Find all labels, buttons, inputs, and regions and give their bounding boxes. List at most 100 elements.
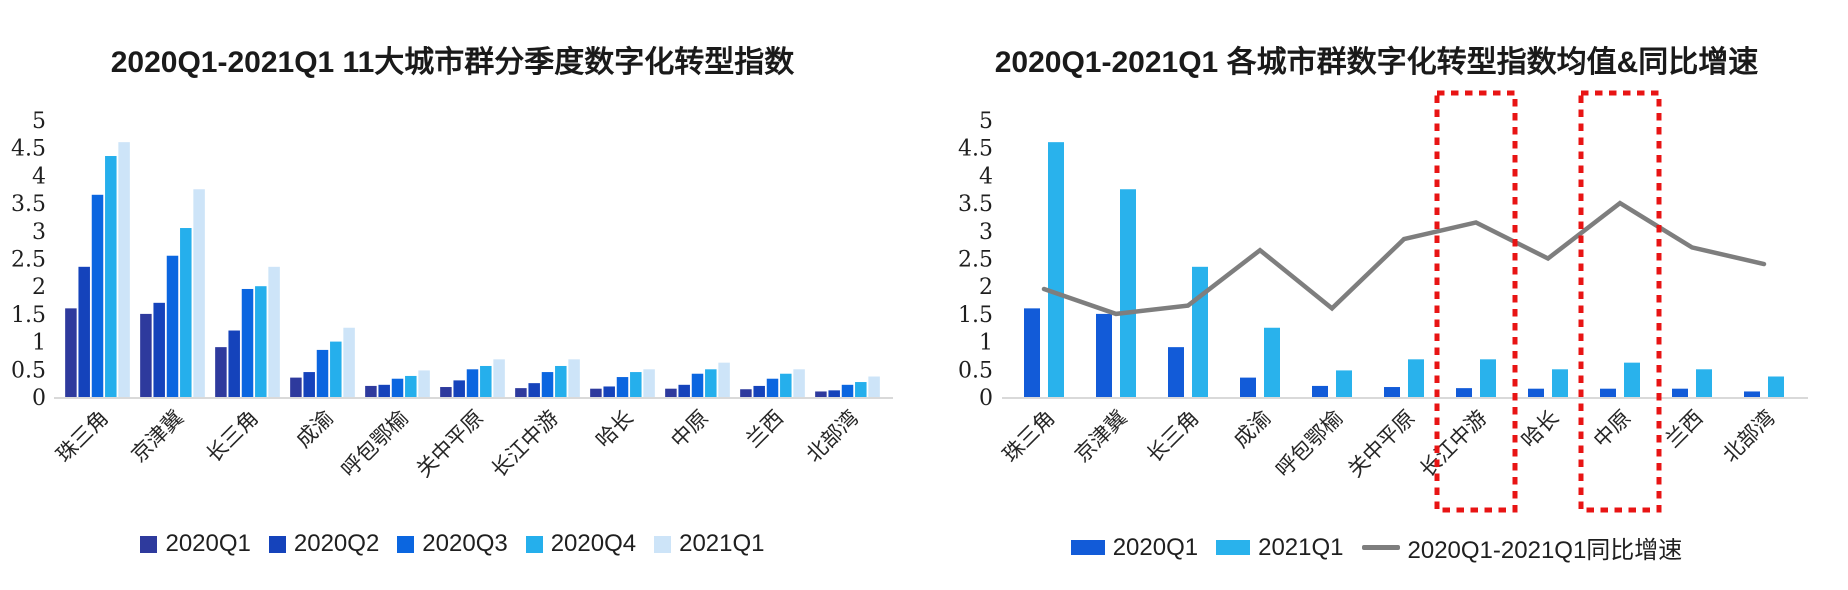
bar-2020Q3-京津冀 <box>166 255 179 397</box>
category-label: 长三角 <box>202 406 263 467</box>
bar-2021Q1-哈长 <box>643 369 655 397</box>
y-axis-tick-label: 0.5 <box>11 358 46 383</box>
category-label: 哈长 <box>1518 406 1564 452</box>
legend-line-swatch <box>1361 545 1400 550</box>
legend-color-swatch <box>397 535 415 553</box>
bar-2020Q2-长三角 <box>228 330 240 397</box>
bar-2020Q2-京津冀 <box>153 302 165 397</box>
bar-2020Q2-长江中游 <box>528 383 540 397</box>
bar-2021Q1-长三角 <box>268 266 280 397</box>
bar-2020Q4-呼包鄂榆 <box>405 375 417 397</box>
category-label: 关中平原 <box>1344 406 1420 482</box>
bar-2020Q1-长三角 <box>215 347 227 397</box>
y-axis-tick-label: 5 <box>32 109 46 134</box>
category-label: 呼包鄂榆 <box>337 406 413 482</box>
bar-2020Q1-哈长 <box>590 388 602 397</box>
bar-2021Q1-关中平原 <box>493 359 505 397</box>
category-label: 长江中游 <box>487 406 563 482</box>
legend-label: 2020Q1 <box>1112 533 1199 561</box>
bar-2021Q1-长江中游 <box>1480 359 1496 397</box>
bar-2021Q1-珠三角 <box>118 142 130 397</box>
bar-2020Q2-兰西 <box>753 385 765 397</box>
category-label: 长江中游 <box>1416 406 1492 482</box>
category-label: 兰西 <box>1662 406 1708 452</box>
bar-2020Q2-呼包鄂榆 <box>378 384 390 397</box>
bar-2020Q1-成渝 <box>290 377 302 397</box>
y-axis-tick-label: 2.5 <box>11 248 46 273</box>
legend-item: 2020Q1-2021Q1同比增速 <box>1361 530 1683 565</box>
legend-color-swatch <box>140 535 158 553</box>
bar-2020Q4-长三角 <box>255 286 267 397</box>
y-axis-tick-label: 1.5 <box>11 303 46 328</box>
legend-label: 2020Q2 <box>293 530 380 557</box>
category-label: 长三角 <box>1143 406 1204 467</box>
bar-2020Q4-京津冀 <box>180 228 192 397</box>
bar-2021Q1-兰西 <box>793 369 805 397</box>
bar-2020Q3-呼包鄂榆 <box>391 378 404 397</box>
bar-2020Q3-长江中游 <box>541 372 554 397</box>
bar-2021Q1-中原 <box>718 362 730 397</box>
bar-2021Q1-长江中游 <box>568 359 580 397</box>
category-label: 北部湾 <box>802 406 863 467</box>
bar-2020Q1-成渝 <box>1240 377 1256 397</box>
bar-2020Q3-北部湾 <box>841 384 854 397</box>
legend-color-swatch <box>525 535 543 553</box>
bar-2020Q1-兰西 <box>740 389 752 397</box>
category-label: 京津冀 <box>127 406 188 467</box>
category-label: 成渝 <box>292 406 338 452</box>
category-label: 成渝 <box>1230 406 1276 452</box>
y-axis-tick-label: 5 <box>979 109 993 134</box>
bar-2020Q1-中原 <box>665 388 677 397</box>
bar-2020Q1-北部湾 <box>815 391 827 397</box>
bar-2021Q1-中原 <box>1624 362 1640 397</box>
legend-label: 2021Q1 <box>679 530 765 557</box>
bar-2020Q1-京津冀 <box>140 313 152 397</box>
bar-2020Q1-呼包鄂榆 <box>365 385 377 397</box>
bar-2020Q3-兰西 <box>766 378 779 397</box>
y-axis-tick-label: 3 <box>979 220 993 245</box>
bar-2021Q1-京津冀 <box>193 189 205 397</box>
category-label: 中原 <box>667 406 713 452</box>
bar-2020Q4-中原 <box>705 369 717 397</box>
bar-2021Q1-长三角 <box>1192 266 1208 397</box>
bar-2020Q2-中原 <box>678 384 690 397</box>
bar-2021Q1-呼包鄂榆 <box>418 370 430 397</box>
left-chart-legend: 2020Q1 2020Q2 2020Q3 2020Q4 2021Q1 <box>0 530 905 558</box>
bar-2020Q1-兰西 <box>1672 388 1688 397</box>
right-chart-title: 2020Q1-2021Q1 各城市群数字化转型指数均值&同比增速 <box>994 45 1759 79</box>
category-label: 京津冀 <box>1071 406 1132 467</box>
bar-2020Q1-呼包鄂榆 <box>1312 385 1328 397</box>
bar-2020Q1-珠三角 <box>65 308 77 397</box>
legend-label: 2020Q4 <box>550 530 637 557</box>
category-label: 哈长 <box>592 406 638 452</box>
y-axis-tick-label: 0 <box>32 386 46 411</box>
bar-2020Q4-兰西 <box>780 373 792 397</box>
legend-label: 2021Q1 <box>1258 533 1344 561</box>
legend-item: 2021Q1 <box>1216 533 1344 562</box>
legend-item: 2020Q1 <box>140 530 251 558</box>
left-chart-title: 2020Q1-2021Q1 11大城市群分季度数字化转型指数 <box>110 45 795 79</box>
bar-2020Q4-哈长 <box>630 372 642 397</box>
y-axis-tick-label: 3.5 <box>11 192 46 217</box>
y-axis-tick-label: 4.5 <box>11 137 46 162</box>
bar-2021Q1-关中平原 <box>1408 359 1424 397</box>
y-axis-tick-label: 2 <box>979 275 993 300</box>
bar-2021Q1-北部湾 <box>868 376 880 397</box>
category-label: 珠三角 <box>52 406 113 467</box>
bar-2020Q2-北部湾 <box>828 390 840 397</box>
bar-2020Q1-关中平原 <box>1384 387 1400 397</box>
y-axis-tick-label: 3.5 <box>958 192 993 217</box>
bar-2021Q1-京津冀 <box>1120 189 1136 397</box>
bar-2020Q3-中原 <box>691 373 704 397</box>
legend-color-swatch <box>1216 540 1251 555</box>
bar-2020Q3-珠三角 <box>91 194 104 397</box>
category-label: 北部湾 <box>1719 406 1780 467</box>
highlight-box-中原 <box>1578 90 1662 513</box>
left-chart-panel: 2020Q1-2021Q1 11大城市群分季度数字化转型指数 0 0.5 1 1.5 2… <box>0 0 905 590</box>
legend-label: 2020Q1 <box>165 530 251 557</box>
legend-item: 2020Q4 <box>525 530 637 558</box>
legend-label: 2020Q1-2021Q1同比增速 <box>1407 537 1683 564</box>
bar-2020Q1-中原 <box>1600 388 1616 397</box>
bar-2020Q4-关中平原 <box>480 365 492 397</box>
